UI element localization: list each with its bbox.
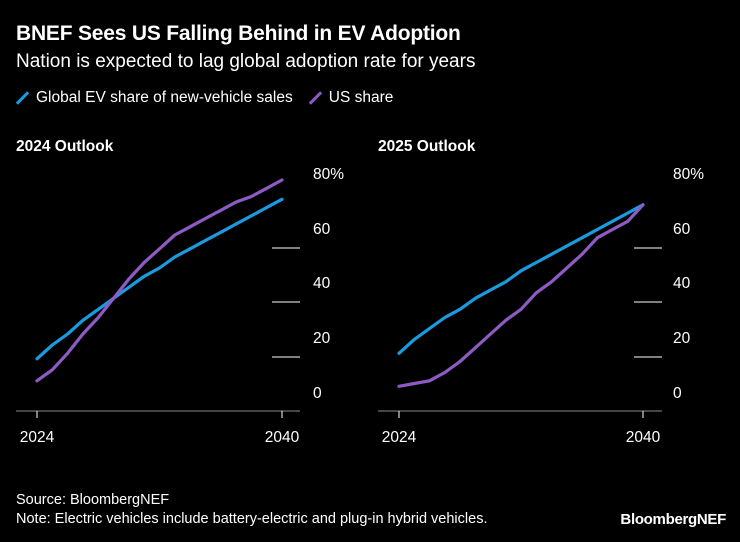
y-tick-label-1-3: 60	[673, 221, 691, 238]
chart-subtitle: Nation is expected to lag global adoptio…	[16, 51, 476, 72]
legend-label-us: US share	[328, 89, 394, 106]
legend: Global EV share of new-vehicle sales US …	[16, 89, 399, 107]
y-tick-label-1-1: 20	[673, 330, 691, 347]
series-line-0-0	[35, 197, 284, 361]
y-tick-label-1-2: 40	[673, 275, 691, 292]
panel-title-1: 2025 Outlook	[378, 138, 476, 155]
footer: Source: BloombergNEF Note: Electric vehi…	[16, 491, 487, 529]
y-tick-label-0-3: 60	[313, 221, 331, 238]
y-tick-label-0-0: 0	[313, 385, 322, 402]
legend-label-global: Global EV share of new-vehicle sales	[36, 89, 293, 106]
panel-title-0: 2024 Outlook	[16, 138, 114, 155]
y-tick-label-0-4: 80%	[313, 166, 344, 183]
source-note: Source: BloombergNEF	[16, 492, 170, 508]
y-tick-label-1-0: 0	[673, 385, 682, 402]
footnote: Note: Electric vehicles include battery-…	[16, 511, 488, 527]
y-tick-label-0-1: 20	[313, 330, 331, 347]
brand-logo: BloombergNEF	[620, 511, 726, 528]
y-tick-label-0-2: 40	[313, 275, 331, 292]
legend-item-us: US share	[309, 89, 394, 107]
x-tick-label-1-1: 2040	[626, 429, 661, 446]
x-tick-label-1-0: 2024	[382, 429, 417, 446]
x-tick-label-0-1: 2040	[265, 429, 300, 446]
x-tick-label-0-0: 2024	[20, 429, 55, 446]
series-line-1-1	[397, 203, 645, 388]
series-line-0-1	[35, 178, 284, 383]
legend-item-global: Global EV share of new-vehicle sales	[16, 89, 293, 107]
y-tick-label-1-4: 80%	[673, 166, 704, 183]
series-line-1-0	[397, 203, 645, 355]
chart-title: BNEF Sees US Falling Behind in EV Adopti…	[16, 22, 461, 45]
